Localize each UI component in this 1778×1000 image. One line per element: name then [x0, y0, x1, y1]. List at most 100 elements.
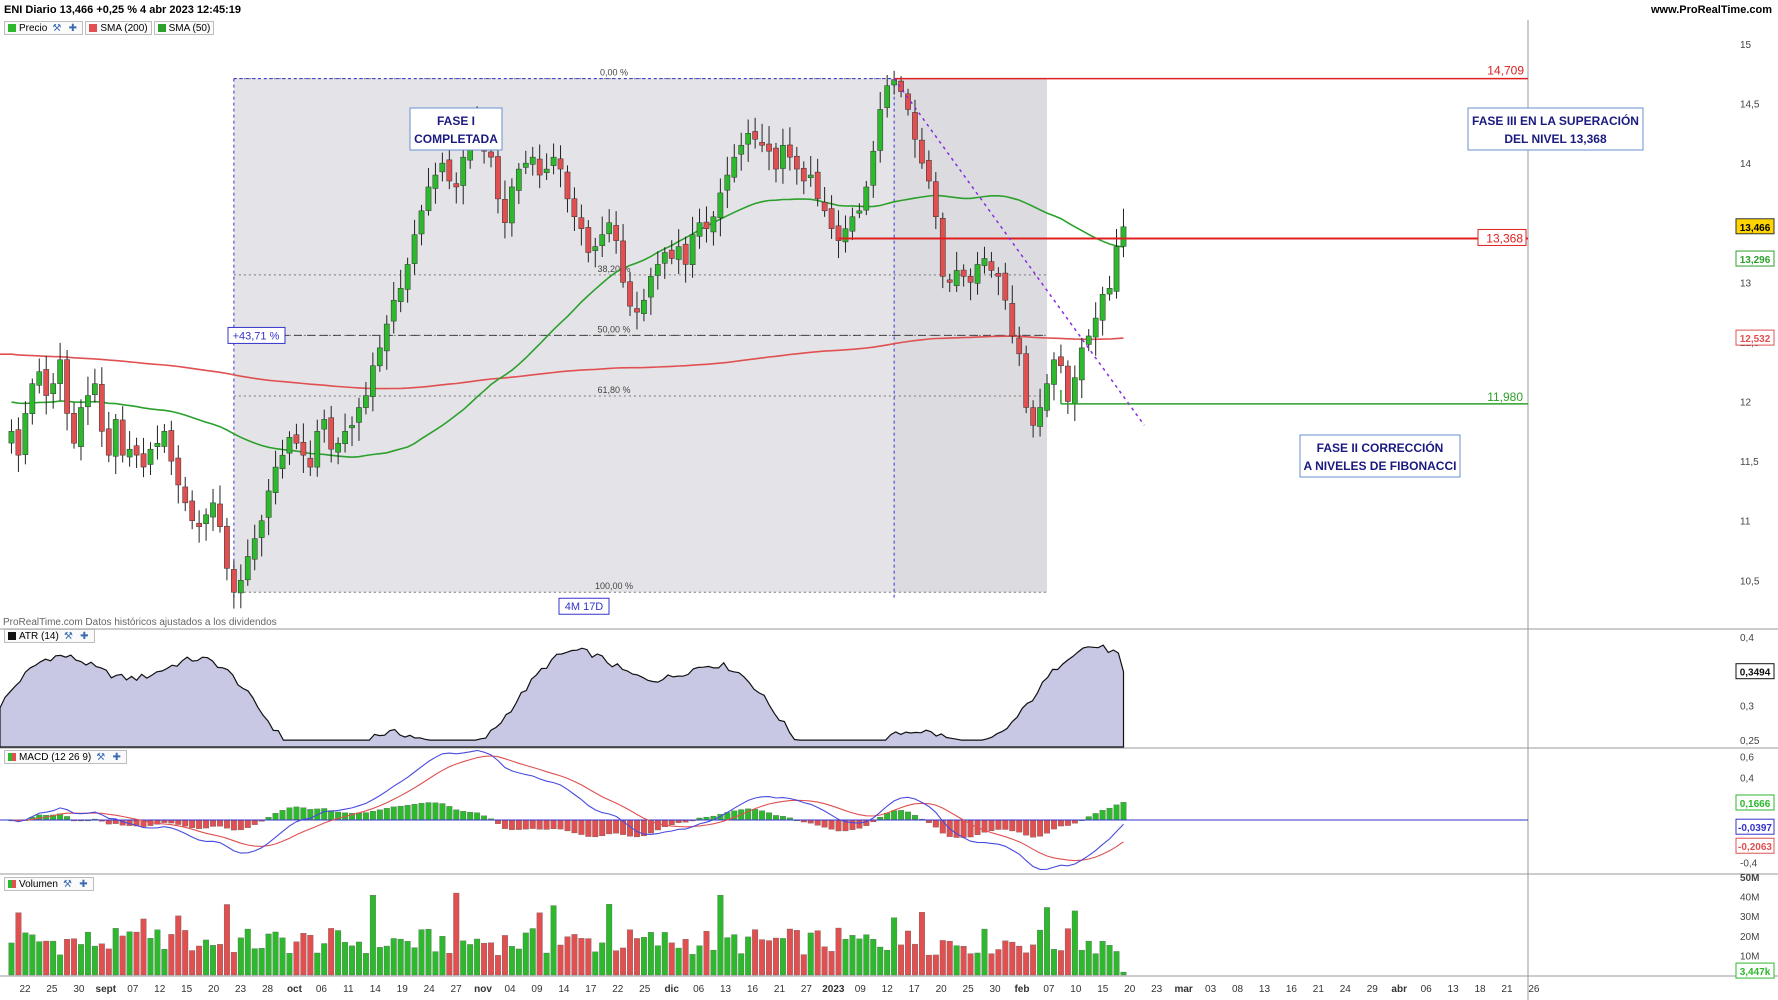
volume-bar: [84, 931, 91, 976]
volume-bar: [696, 945, 703, 976]
volume-bar: [967, 953, 974, 976]
volume-bar: [105, 948, 112, 976]
candle-body: [272, 466, 279, 493]
volume-bar: [251, 948, 258, 976]
x-axis-tick: sept: [96, 984, 117, 995]
macd-histogram-bar: [501, 819, 508, 829]
x-axis-tick: 22: [612, 984, 624, 995]
volume-bar: [905, 930, 911, 976]
macd-y-tick: 0,6: [1740, 752, 1754, 763]
legend-sma200[interactable]: SMA (200): [85, 21, 152, 35]
volume-bar: [668, 942, 675, 976]
macd-histogram-bar: [613, 819, 620, 834]
candle-body: [300, 441, 307, 456]
macd-histogram-bar: [592, 819, 599, 838]
candle-body: [703, 221, 710, 229]
macd-histogram-bar: [203, 819, 210, 829]
macd-histogram-bar: [425, 802, 432, 821]
x-axis-tick: 30: [73, 984, 85, 995]
wrench-icon[interactable]: ⚒: [63, 630, 73, 642]
volume-bar: [849, 935, 856, 976]
candle-body: [196, 522, 202, 527]
macd-histogram-bar: [849, 819, 856, 830]
macd-histogram-bar: [293, 806, 300, 821]
volume-bar: [738, 953, 745, 976]
candle-body: [217, 503, 223, 527]
fib-level-label: 61,80 %: [597, 385, 630, 395]
macd-histogram-bar: [905, 811, 911, 821]
candle-body: [571, 198, 578, 218]
candle-body: [460, 156, 467, 186]
candle-body: [258, 520, 265, 538]
plus-icon[interactable]: ✚: [79, 878, 88, 890]
candle-body: [432, 174, 439, 189]
macd-histogram-bar: [404, 805, 411, 821]
candle-body: [946, 279, 953, 283]
candle-body: [411, 234, 418, 264]
volume-bar: [411, 947, 418, 976]
macd-histogram-bar: [1009, 819, 1016, 832]
legend-volume[interactable]: Volumen ⚒ ✚: [4, 877, 94, 891]
candle-body: [321, 419, 328, 430]
plus-icon[interactable]: ✚: [80, 630, 89, 642]
candle-body: [522, 162, 529, 168]
x-axis-tick: 23: [1151, 984, 1163, 995]
volume-bar: [189, 950, 196, 976]
brand-link[interactable]: www.ProRealTime.com: [1650, 4, 1772, 16]
macd-histogram-bar: [446, 806, 453, 821]
candle-body: [154, 442, 161, 447]
plus-icon[interactable]: ✚: [112, 751, 121, 763]
macd-histogram-bar: [481, 815, 488, 821]
macd-histogram-bar: [814, 819, 821, 826]
price-y-tick: 11: [1740, 517, 1751, 528]
volume-legend: Volumen ⚒ ✚: [4, 877, 94, 891]
candle-body: [1071, 377, 1078, 404]
volume-bar: [29, 934, 36, 976]
price-y-tick: 11,5: [1740, 457, 1759, 468]
volume-bar: [57, 954, 64, 976]
volume-bar: [828, 951, 835, 976]
candle-body: [932, 181, 939, 218]
macd-histogram-bar: [251, 819, 258, 825]
volume-bar: [870, 939, 877, 976]
macd-signal-badge: [1735, 837, 1775, 854]
volume-bar: [717, 895, 724, 976]
wrench-icon[interactable]: ⚒: [62, 878, 72, 890]
candle-body: [585, 227, 592, 253]
legend-price[interactable]: Precio ⚒ ✚: [4, 21, 84, 35]
legend-atr[interactable]: ATR (14) ⚒ ✚: [4, 629, 95, 643]
candle-body: [793, 155, 800, 170]
candle-body: [1120, 226, 1127, 247]
volume-y-tick: 30M: [1740, 912, 1759, 923]
volume-bar: [522, 932, 529, 976]
legend-sma200-label: SMA (200): [100, 22, 148, 34]
volume-bar: [863, 934, 870, 976]
volume-bar: [196, 945, 203, 976]
legend-sma50[interactable]: SMA (50): [153, 21, 215, 35]
plus-icon[interactable]: ✚: [68, 22, 78, 34]
legend-macd[interactable]: MACD (12 26 9) ⚒ ✚: [4, 750, 128, 764]
candle-body: [370, 365, 376, 397]
wrench-icon[interactable]: ⚒: [96, 751, 106, 763]
candle-body: [175, 457, 182, 486]
candle-body: [390, 299, 397, 322]
x-axis-tick: 07: [127, 984, 139, 995]
x-axis-tick: 21: [1501, 984, 1513, 995]
macd-histogram-bar: [508, 819, 515, 830]
volume-bar: [244, 928, 251, 976]
volume-bar: [745, 936, 752, 976]
source-note: ProRealTime.com Datos históricos ajustad…: [3, 617, 277, 628]
macd-histogram-bar: [571, 819, 578, 834]
candle-body: [279, 454, 286, 470]
candle-body: [919, 139, 925, 164]
macd-histogram-bar: [828, 819, 835, 830]
candle-body: [182, 486, 189, 504]
volume-bar: [328, 928, 335, 976]
volume-bar: [133, 931, 140, 976]
candle-body: [376, 347, 383, 367]
volume-bar: [564, 936, 571, 976]
wrench-icon[interactable]: ⚒: [52, 22, 62, 34]
macd-histogram-bar: [182, 819, 189, 827]
volume-bar: [383, 945, 390, 976]
candle-body: [981, 258, 988, 266]
